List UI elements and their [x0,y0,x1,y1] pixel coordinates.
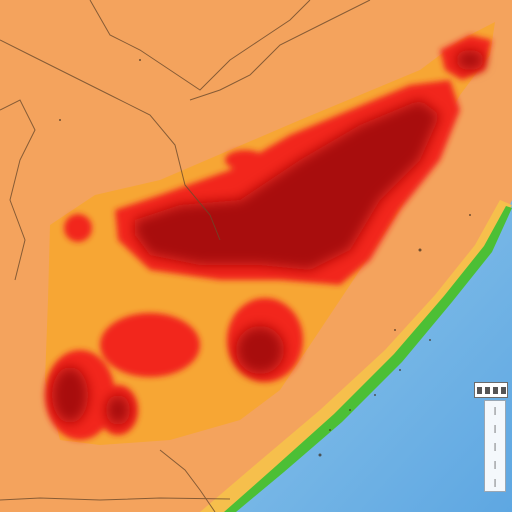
coast-dot [418,248,422,252]
scale-tick: | [492,459,498,469]
scale-tick: | [492,405,498,415]
coast-dot [139,59,141,61]
coast-dot [59,119,61,121]
zone-high-core [135,100,440,270]
scale-tick: | [492,477,498,487]
coast-dot [394,329,396,331]
border-line-3 [0,99,36,281]
scale-tick: | [492,441,498,451]
legend-swatch [500,386,506,394]
coast-dot [349,409,351,411]
zone-high-central [236,326,284,374]
scale-tick: | [492,423,498,433]
coast-dot [374,394,376,396]
zone-mid-central [100,313,200,377]
border-line-5 [0,497,231,501]
coast-dot [329,429,331,431]
zone-mid-west [64,214,92,242]
coast-dot [429,339,431,341]
zone-high-southwest [52,367,88,423]
coast-dot [399,369,401,371]
zone-mid-nw [225,150,265,170]
coast-dot [469,214,471,216]
zone-high-tip [456,50,484,70]
legend-swatch [484,386,490,394]
coast-dot [318,453,322,457]
border-line-2 [89,0,311,91]
border-line-4 [189,0,371,101]
scale-bar: | | | | | [484,400,506,492]
legend-swatch [492,386,498,394]
border-line-1 [0,39,221,241]
border-line-6 [159,449,216,512]
legend-box [474,382,508,398]
zone-high-south [106,395,130,425]
legend-swatch [476,386,482,394]
ocean-area [230,200,512,512]
